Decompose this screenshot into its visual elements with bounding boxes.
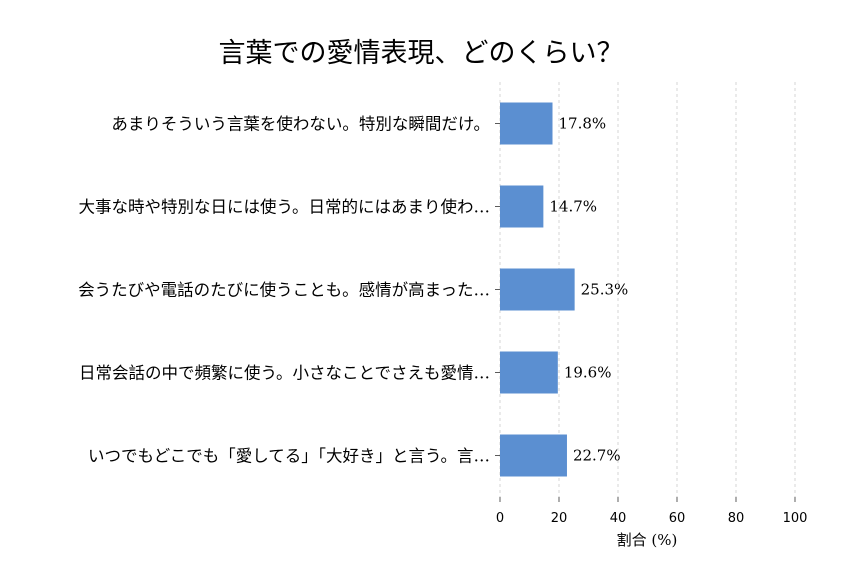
category-label: 大事な時や特別な日には使う。日常的にはあまり使わ… [78,198,490,217]
bar [500,351,558,394]
value-label: 17.8% [559,115,607,133]
bar [500,268,575,311]
bars [500,102,575,477]
value-label: 25.3% [581,281,629,299]
category-label: 会うたびや電話のたびに使うことも。感情が高まった… [78,281,490,300]
tick-label: 80 [728,511,745,526]
value-label: 22.7% [573,447,621,465]
value-label: 19.6% [564,364,612,382]
tick-label: 20 [551,511,568,526]
category-labels: あまりそういう言葉を使わない。特別な瞬間だけ。大事な時や特別な日には使う。日常的… [78,115,500,466]
value-label: 14.7% [549,198,597,216]
x-axis-ticks: 0 20 40 60 80 100 [496,497,808,526]
tick-label: 0 [496,511,504,526]
x-axis-label: 割合 (%) [617,531,678,549]
tick-label: 60 [669,511,686,526]
tick-label: 40 [610,511,627,526]
category-label: いつでもどこでも「愛してる」「大好き」と言う。言… [88,447,490,466]
bar [500,185,544,228]
chart-title: 言葉での愛情表現、どのくらい？ [219,38,624,69]
value-labels: 17.8% 14.7% 25.3% 19.6% 22.7% [549,115,628,465]
bar [500,102,553,145]
category-label: 日常会話の中で頻繁に使う。小さなことでさえも愛情… [79,364,490,383]
category-label: あまりそういう言葉を使わない。特別な瞬間だけ。 [111,115,490,134]
bar [500,434,567,477]
tick-label: 100 [783,511,808,526]
